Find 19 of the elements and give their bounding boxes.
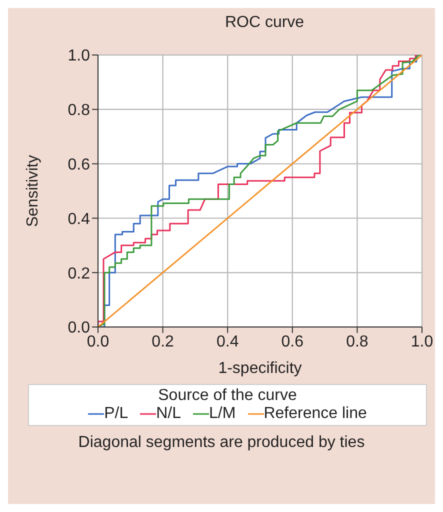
legend-label: N/L <box>156 405 182 423</box>
y-tick-label: 0.6 <box>68 156 90 174</box>
legend-label: P/L <box>104 405 128 423</box>
x-tick-label: 0.8 <box>346 333 368 350</box>
y-tick-label: 1.0 <box>68 48 90 65</box>
x-tick-label: 0.4 <box>216 333 239 350</box>
y-axis-title: Sensitivity <box>24 154 42 228</box>
x-axis-title: 1-specificity <box>218 360 302 377</box>
x-tick-label: 0.6 <box>281 333 304 350</box>
legend-label: L/M <box>209 405 236 423</box>
y-tick-label: 0.8 <box>68 102 90 120</box>
text: Diagonal segments are produced by ties <box>77 434 366 452</box>
legend-title: Source of the curve <box>157 387 298 405</box>
legend-label: Reference line <box>264 405 367 423</box>
y-tick-label: 0.2 <box>68 265 90 282</box>
y-tick-label: 0.4 <box>68 210 90 228</box>
x-tick-label: 0.2 <box>152 333 174 350</box>
x-tick-label: 1.0 <box>410 333 434 350</box>
chart-title: ROC curve <box>224 14 306 32</box>
